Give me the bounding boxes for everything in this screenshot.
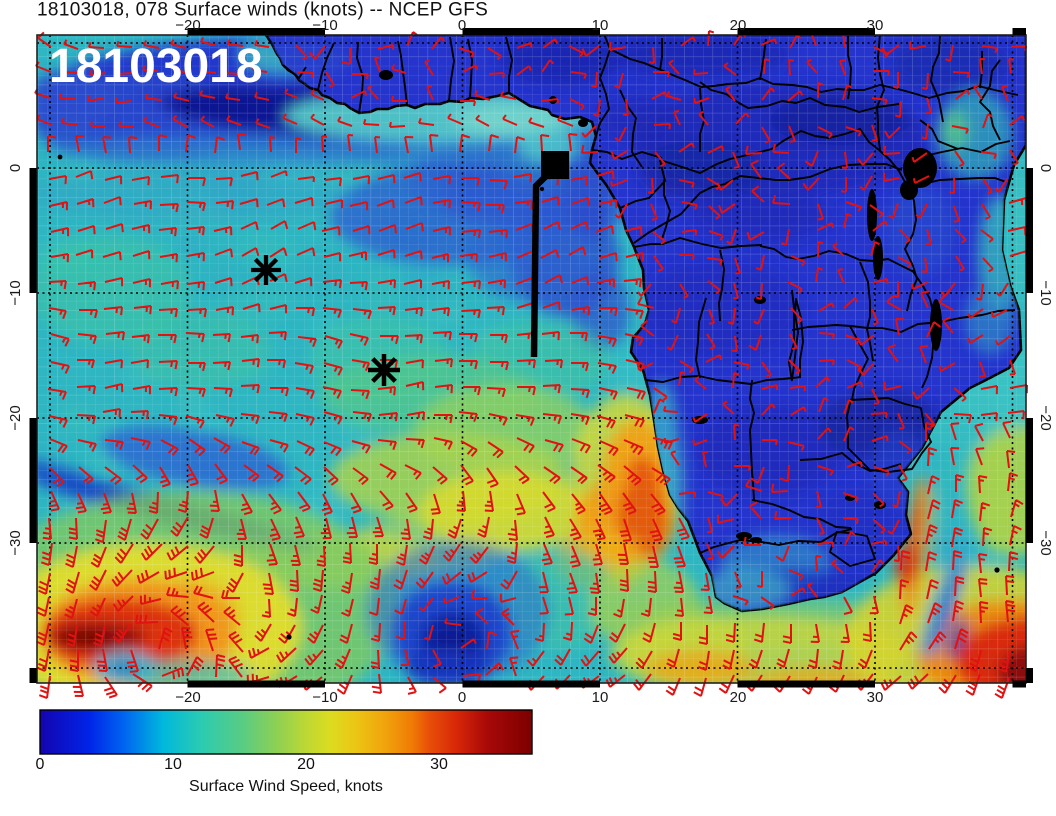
svg-text:10: 10 — [164, 756, 182, 773]
svg-text:0: 0 — [1037, 164, 1054, 172]
svg-text:0: 0 — [36, 756, 45, 773]
svg-text:30: 30 — [867, 17, 884, 34]
svg-text:Surface Wind Speed, knots: Surface Wind Speed, knots — [189, 778, 383, 795]
svg-text:−10: −10 — [312, 17, 337, 34]
svg-text:0: 0 — [458, 17, 466, 34]
svg-text:−10: −10 — [1037, 280, 1054, 305]
svg-text:10: 10 — [592, 17, 609, 34]
svg-text:0: 0 — [458, 689, 466, 706]
svg-text:−10: −10 — [312, 689, 337, 706]
svg-text:−30: −30 — [1037, 530, 1054, 555]
svg-text:20: 20 — [730, 689, 747, 706]
svg-text:−20: −20 — [7, 405, 24, 430]
svg-text:30: 30 — [867, 689, 884, 706]
svg-text:−20: −20 — [175, 689, 200, 706]
svg-text:−20: −20 — [175, 17, 200, 34]
svg-text:10: 10 — [592, 689, 609, 706]
svg-text:0: 0 — [7, 164, 24, 172]
svg-text:20: 20 — [297, 756, 315, 773]
svg-text:−20: −20 — [1037, 405, 1054, 430]
svg-text:18103018: 18103018 — [49, 40, 263, 93]
svg-text:−30: −30 — [7, 530, 24, 555]
svg-text:20: 20 — [730, 17, 747, 34]
svg-text:−10: −10 — [7, 280, 24, 305]
svg-text:18103018, 078 Surface winds (k: 18103018, 078 Surface winds (knots) -- N… — [37, 0, 488, 21]
svg-text:30: 30 — [430, 756, 448, 773]
